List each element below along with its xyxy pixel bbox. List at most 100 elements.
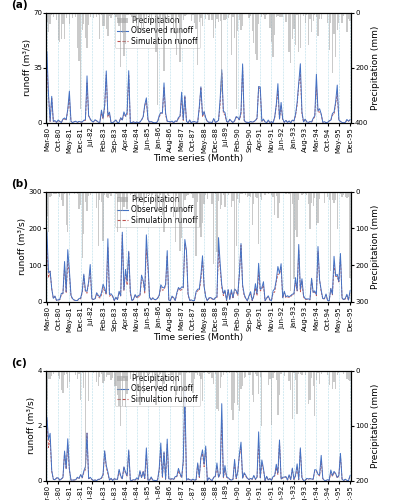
Bar [227, 370, 229, 372]
Bar [328, 192, 330, 200]
Bar [142, 370, 144, 393]
Bar [293, 12, 295, 28]
Bar [324, 370, 325, 372]
Bar [182, 192, 184, 209]
Bar [207, 192, 208, 199]
Bar [166, 370, 168, 372]
Bar [112, 370, 113, 378]
Bar [88, 370, 89, 402]
Simulation runoff [245, 298, 250, 304]
Bar [277, 12, 279, 16]
Bar [160, 12, 162, 22]
Bar [125, 12, 126, 44]
Bar [97, 192, 99, 246]
Bar [125, 370, 126, 406]
Bar [292, 370, 293, 420]
Bar [101, 12, 102, 15]
Bar [235, 370, 237, 373]
Bar [51, 192, 53, 196]
Observed runoff [45, 414, 49, 420]
Bar [150, 12, 152, 22]
Line: Observed runoff: Observed runoff [47, 390, 350, 480]
Bar [195, 12, 197, 29]
Bar [202, 370, 203, 400]
Bar [320, 12, 322, 20]
Bar [173, 370, 174, 384]
Bar [316, 12, 317, 18]
Bar [131, 12, 133, 17]
Simulation runoff [182, 392, 187, 398]
Bar [104, 12, 105, 26]
Bar [146, 370, 147, 373]
Simulation runoff [45, 417, 49, 423]
Bar [80, 12, 81, 109]
Bar [346, 370, 348, 379]
Bar [320, 370, 322, 374]
Bar [120, 192, 122, 228]
Bar [138, 192, 139, 202]
Bar [91, 370, 93, 372]
Bar [110, 370, 112, 380]
Bar [296, 12, 298, 14]
Bar [187, 192, 189, 195]
Bar [240, 12, 242, 29]
Bar [142, 192, 144, 206]
Simulation runoff [348, 290, 352, 296]
Bar [179, 12, 181, 62]
Bar [59, 12, 61, 42]
Bar [165, 12, 166, 21]
Bar [131, 370, 133, 371]
Bar [266, 12, 267, 16]
Bar [292, 192, 293, 203]
Bar [155, 370, 157, 405]
Bar [152, 370, 154, 378]
Bar [304, 192, 306, 194]
Observed runoff [346, 478, 351, 484]
Bar [110, 192, 112, 196]
Bar [245, 192, 247, 194]
Bar [306, 192, 308, 194]
Bar [327, 12, 328, 22]
Bar [54, 370, 56, 372]
Simulation runoff [115, 120, 120, 126]
Bar [344, 192, 346, 197]
Bar [157, 192, 158, 212]
Bar [271, 12, 272, 42]
Bar [72, 192, 73, 193]
Bar [216, 192, 218, 252]
Bar [174, 370, 176, 398]
Bar [284, 192, 285, 193]
Bar [202, 192, 203, 223]
Bar [69, 12, 70, 24]
Bar [245, 370, 247, 376]
Bar [200, 12, 202, 18]
Bar [197, 370, 198, 375]
Bar [73, 192, 75, 194]
Bar [284, 370, 285, 376]
Bar [123, 192, 125, 208]
Bar [239, 370, 240, 410]
Observed runoff [182, 236, 187, 242]
Bar [168, 192, 170, 196]
Bar [242, 12, 243, 26]
Bar [134, 370, 136, 372]
Bar [186, 370, 187, 372]
Bar [54, 192, 56, 194]
Bar [174, 192, 176, 242]
Observed runoff [77, 118, 81, 124]
Bar [115, 370, 117, 386]
Bar [253, 370, 255, 402]
Line: Simulation runoff: Simulation runoff [47, 235, 350, 301]
Bar [247, 12, 248, 14]
Bar [216, 12, 218, 18]
Bar [149, 370, 150, 374]
Bar [56, 12, 57, 20]
Bar [85, 370, 86, 470]
Bar [232, 12, 234, 17]
Bar [110, 12, 112, 18]
Bar [266, 370, 267, 371]
Line: Observed runoff: Observed runoff [47, 52, 350, 123]
Observed runoff [115, 296, 120, 302]
Bar [295, 370, 296, 380]
Bar [157, 370, 158, 386]
